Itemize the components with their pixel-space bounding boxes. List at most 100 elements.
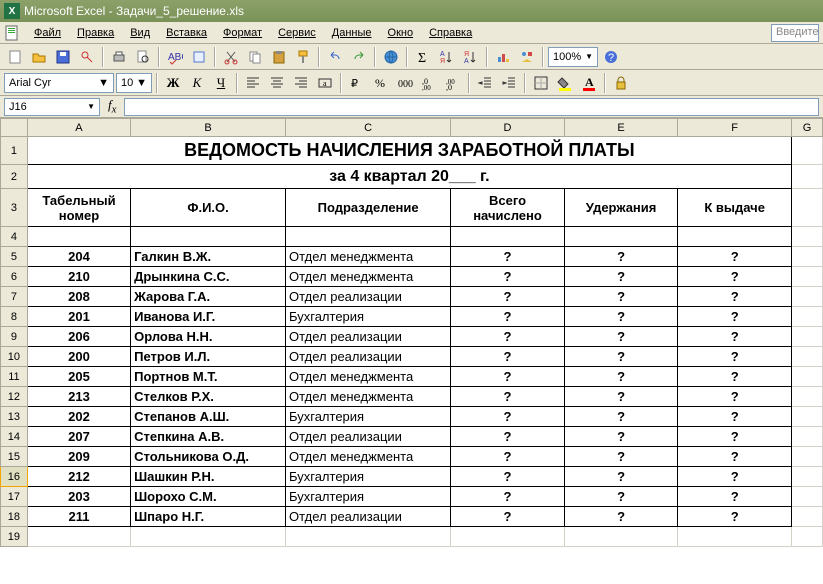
- cell-total[interactable]: ?: [451, 267, 565, 287]
- cell-fio[interactable]: Жарова Г.А.: [131, 287, 286, 307]
- row-6[interactable]: 6: [1, 267, 28, 287]
- cell-total[interactable]: ?: [451, 347, 565, 367]
- cell-total[interactable]: ?: [451, 487, 565, 507]
- cell-pay[interactable]: ?: [678, 327, 792, 347]
- cell-fio[interactable]: Степанов А.Ш.: [131, 407, 286, 427]
- cell-deduct[interactable]: ?: [564, 367, 678, 387]
- sort-asc-icon[interactable]: AЯ: [436, 46, 458, 68]
- cell-dept[interactable]: Отдел менеджмента: [286, 387, 451, 407]
- align-center-icon[interactable]: [266, 72, 288, 94]
- cell-total[interactable]: ?: [451, 247, 565, 267]
- fx-icon[interactable]: fx: [108, 97, 116, 116]
- sheet-title[interactable]: ВЕДОМОСТЬ НАЧИСЛЕНИЯ ЗАРАБОТНОЙ ПЛАТЫ: [27, 137, 791, 165]
- spelling-icon[interactable]: ABC: [164, 46, 186, 68]
- col-G[interactable]: G: [791, 119, 822, 137]
- cell-dept[interactable]: Отдел менеджмента: [286, 267, 451, 287]
- cell-dept[interactable]: Бухгалтерия: [286, 307, 451, 327]
- cell-dept[interactable]: Отдел менеджмента: [286, 447, 451, 467]
- menu-data[interactable]: Данные: [324, 25, 380, 41]
- fontsize-combo[interactable]: 10▼: [116, 73, 152, 93]
- dec-indent-icon[interactable]: [474, 72, 496, 94]
- cell-dept[interactable]: Отдел менеджмента: [286, 367, 451, 387]
- cell-pay[interactable]: ?: [678, 387, 792, 407]
- row-11[interactable]: 11: [1, 367, 28, 387]
- hdr-deduct[interactable]: Удержания: [564, 189, 678, 227]
- align-right-icon[interactable]: [290, 72, 312, 94]
- cell-tabno[interactable]: 210: [27, 267, 130, 287]
- zoom-combo[interactable]: 100%▼: [548, 47, 598, 67]
- cell-deduct[interactable]: ?: [564, 467, 678, 487]
- merge-icon[interactable]: a: [314, 72, 336, 94]
- cell-fio[interactable]: Иванова И.Г.: [131, 307, 286, 327]
- menu-view[interactable]: Вид: [122, 25, 158, 41]
- italic-icon[interactable]: К: [186, 72, 208, 94]
- column-headers[interactable]: A B C D E F G: [1, 119, 823, 137]
- cell-tabno[interactable]: 213: [27, 387, 130, 407]
- cell-pay[interactable]: ?: [678, 307, 792, 327]
- cell-tabno[interactable]: 208: [27, 287, 130, 307]
- cell-tabno[interactable]: 200: [27, 347, 130, 367]
- cell-tabno[interactable]: 202: [27, 407, 130, 427]
- chart-icon[interactable]: [492, 46, 514, 68]
- col-E[interactable]: E: [564, 119, 678, 137]
- col-A[interactable]: A: [27, 119, 130, 137]
- cell-fio[interactable]: Стольникова О.Д.: [131, 447, 286, 467]
- bold-icon[interactable]: Ж: [162, 72, 184, 94]
- comma-icon[interactable]: 000: [394, 72, 416, 94]
- cell-fio[interactable]: Орлова Н.Н.: [131, 327, 286, 347]
- row-1[interactable]: 1: [1, 137, 28, 165]
- formula-input[interactable]: [124, 98, 819, 116]
- research-icon[interactable]: [188, 46, 210, 68]
- currency-icon[interactable]: ₽: [346, 72, 368, 94]
- cell-pay[interactable]: ?: [678, 287, 792, 307]
- paste-icon[interactable]: [268, 46, 290, 68]
- hdr-dept[interactable]: Подразделение: [286, 189, 451, 227]
- undo-icon[interactable]: [324, 46, 346, 68]
- menu-tools[interactable]: Сервис: [270, 25, 324, 41]
- cell-tabno[interactable]: 212: [27, 467, 130, 487]
- cell-total[interactable]: ?: [451, 387, 565, 407]
- row-17[interactable]: 17: [1, 487, 28, 507]
- cell-deduct[interactable]: ?: [564, 447, 678, 467]
- open-icon[interactable]: [28, 46, 50, 68]
- hdr-pay[interactable]: К выдаче: [678, 189, 792, 227]
- cell-deduct[interactable]: ?: [564, 287, 678, 307]
- cell-tabno[interactable]: 203: [27, 487, 130, 507]
- cell-dept[interactable]: Отдел реализации: [286, 347, 451, 367]
- row-14[interactable]: 14: [1, 427, 28, 447]
- row-13[interactable]: 13: [1, 407, 28, 427]
- preview-icon[interactable]: [132, 46, 154, 68]
- menu-file[interactable]: Файл: [26, 25, 69, 41]
- cell-total[interactable]: ?: [451, 327, 565, 347]
- cell-pay[interactable]: ?: [678, 487, 792, 507]
- select-all-corner[interactable]: [1, 119, 28, 137]
- cell-pay[interactable]: ?: [678, 267, 792, 287]
- cell-dept[interactable]: Бухгалтерия: [286, 487, 451, 507]
- hyperlink-icon[interactable]: [380, 46, 402, 68]
- cell-deduct[interactable]: ?: [564, 487, 678, 507]
- cell-tabno[interactable]: 206: [27, 327, 130, 347]
- row-15[interactable]: 15: [1, 447, 28, 467]
- cell-pay[interactable]: ?: [678, 247, 792, 267]
- cell-dept[interactable]: Бухгалтерия: [286, 407, 451, 427]
- cell-fio[interactable]: Шорохо С.М.: [131, 487, 286, 507]
- cell-deduct[interactable]: ?: [564, 387, 678, 407]
- cell-tabno[interactable]: 207: [27, 427, 130, 447]
- cell-tabno[interactable]: 201: [27, 307, 130, 327]
- menu-window[interactable]: Окно: [380, 25, 422, 41]
- cell-deduct[interactable]: ?: [564, 327, 678, 347]
- cell-total[interactable]: ?: [451, 307, 565, 327]
- align-left-icon[interactable]: [242, 72, 264, 94]
- drawing-icon[interactable]: [516, 46, 538, 68]
- percent-icon[interactable]: %: [370, 72, 392, 94]
- col-C[interactable]: C: [286, 119, 451, 137]
- new-icon[interactable]: [4, 46, 26, 68]
- cell-tabno[interactable]: 204: [27, 247, 130, 267]
- cell-deduct[interactable]: ?: [564, 507, 678, 527]
- cell-deduct[interactable]: ?: [564, 267, 678, 287]
- menu-help[interactable]: Справка: [421, 25, 480, 41]
- row-18[interactable]: 18: [1, 507, 28, 527]
- print-icon[interactable]: [108, 46, 130, 68]
- cell-fio[interactable]: Петров И.Л.: [131, 347, 286, 367]
- cell-fio[interactable]: Шпаро Н.Г.: [131, 507, 286, 527]
